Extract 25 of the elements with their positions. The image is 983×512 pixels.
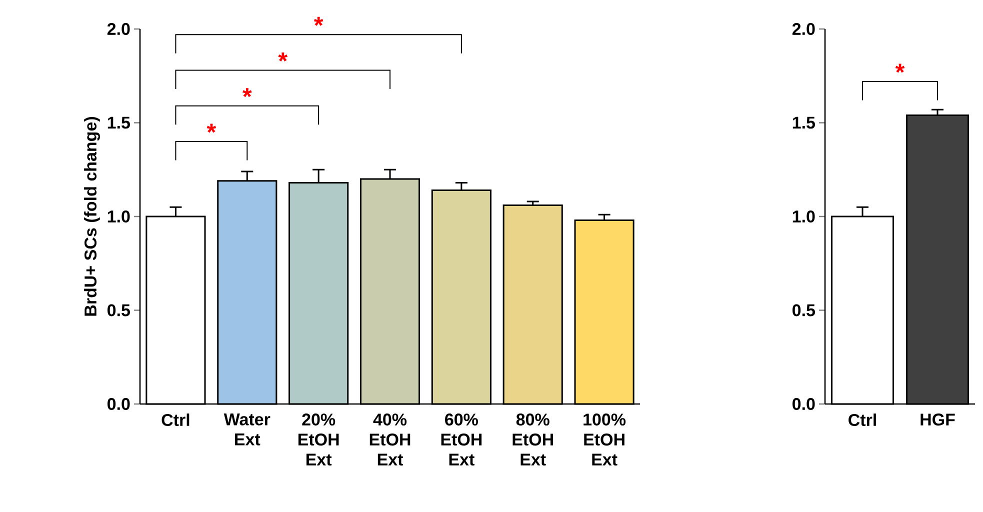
x-tick-label: 60% EtOH Ext [441, 414, 482, 466]
x-tick-label: 40% EtOH Ext [370, 414, 410, 466]
x-tick-label: 20% EtOH Ext [298, 414, 339, 466]
x-tick-label: 100% EtOH Ext [584, 414, 626, 466]
text: * [314, 16, 324, 26]
annotation: * [278, 52, 288, 62]
x-tick-label: HGF [920, 414, 955, 426]
annotation: * [242, 88, 252, 98]
y-tick-label: 1.5 [792, 116, 816, 129]
y-tick-label: 1.0 [108, 210, 130, 223]
y-axis-title: BrdU+ SCs (fold change) [84, 117, 100, 316]
y-tick-label: 1.5 [108, 116, 130, 129]
annotation: * [895, 64, 905, 73]
x-tick-label: Ctrl [162, 414, 190, 426]
y-tick-label: 0.0 [108, 398, 130, 410]
x-tick-label: Water Ext [224, 414, 270, 446]
y-tick-label: 2.0 [792, 22, 815, 36]
y-tick-label: 2.0 [107, 22, 130, 36]
y-tick-label: 1.0 [792, 210, 815, 223]
y-tick-label: 0.5 [792, 304, 816, 316]
y-tick-label: 0.0 [792, 398, 815, 410]
y-tick-label: 0.5 [108, 304, 130, 316]
x-tick-label: Ctrl [848, 414, 876, 426]
annotation: * [206, 124, 216, 133]
x-tick-label: 80% EtOH Ext [512, 414, 553, 466]
